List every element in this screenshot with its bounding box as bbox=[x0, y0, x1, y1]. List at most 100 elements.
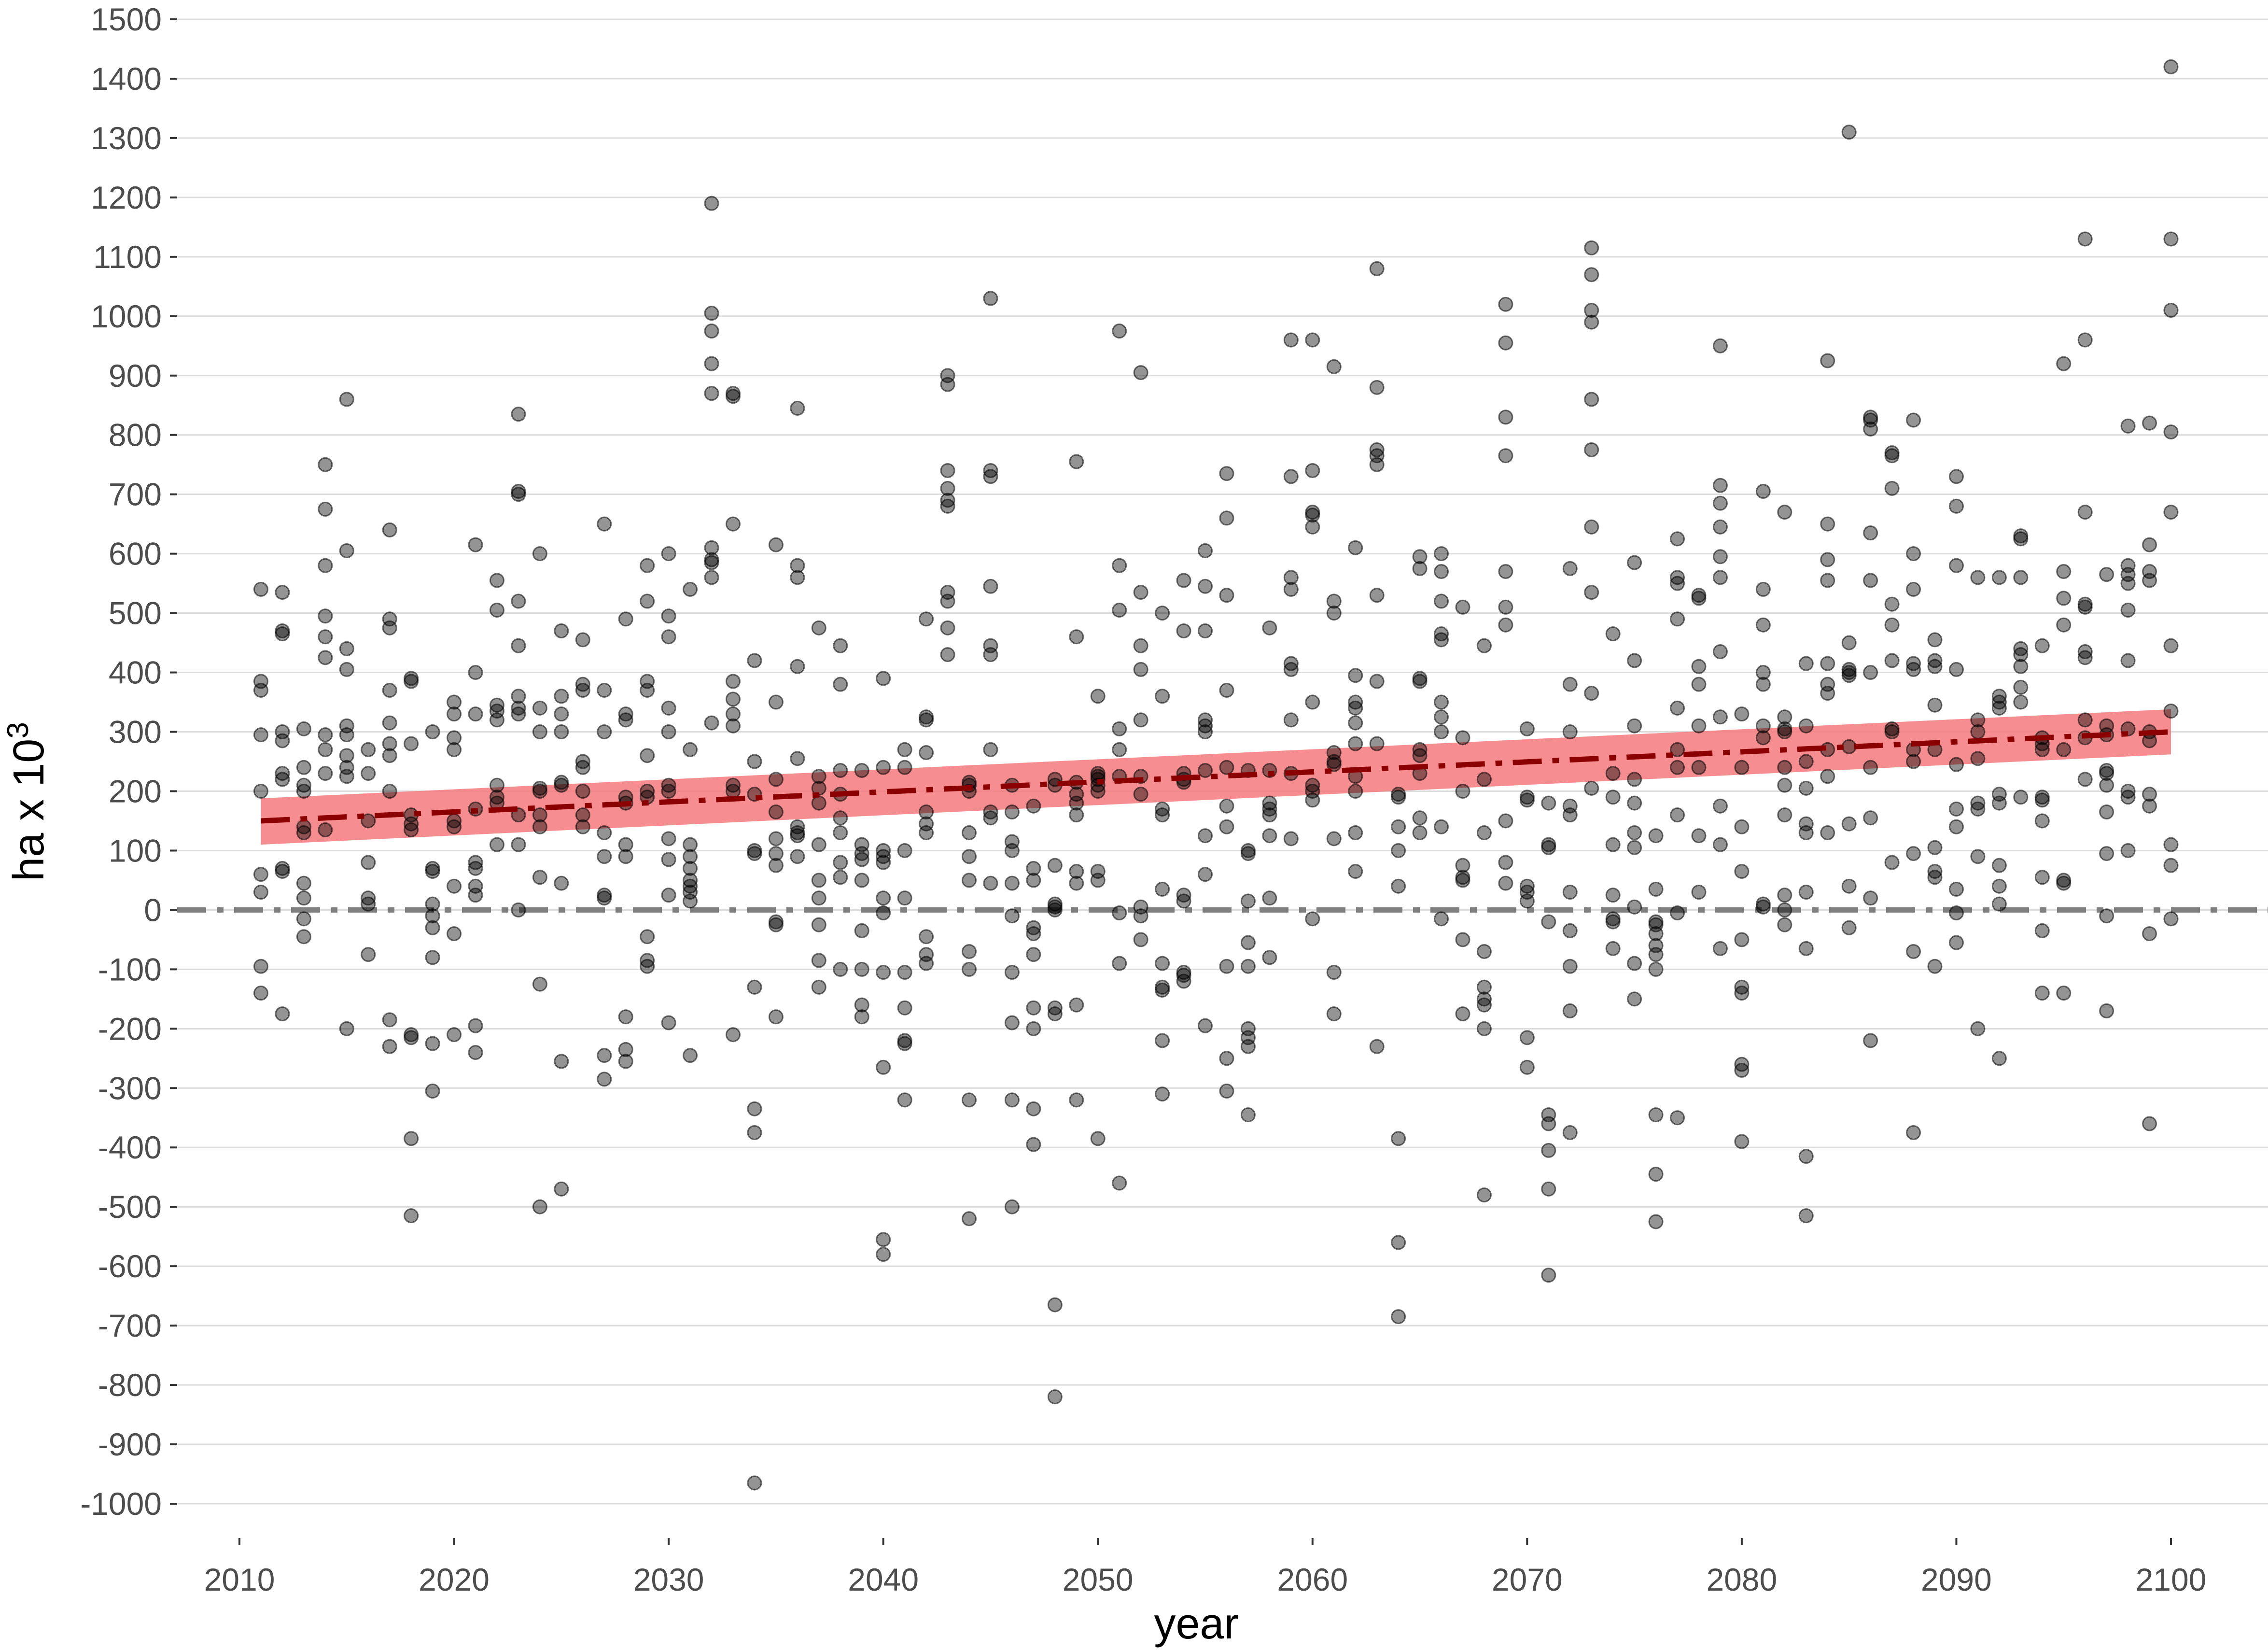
data-point bbox=[296, 783, 311, 799]
data-point bbox=[1863, 525, 1878, 541]
data-point bbox=[790, 558, 805, 573]
data-point bbox=[1755, 581, 1771, 597]
data-point bbox=[1863, 573, 1878, 588]
y-tick-label: 300 bbox=[109, 714, 162, 750]
data-point bbox=[1391, 1131, 1406, 1146]
data-point bbox=[404, 1131, 419, 1146]
data-point bbox=[940, 647, 955, 663]
data-point bbox=[1884, 480, 1900, 496]
data-point bbox=[575, 632, 590, 648]
data-point bbox=[1820, 825, 1835, 841]
data-point bbox=[747, 1475, 762, 1491]
data-point bbox=[1262, 795, 1277, 811]
data-point bbox=[1305, 792, 1320, 808]
data-point bbox=[425, 920, 440, 935]
data-point bbox=[768, 831, 784, 847]
data-point bbox=[1991, 878, 2007, 894]
data-point bbox=[1798, 825, 1814, 841]
data-point bbox=[1112, 1175, 1127, 1191]
data-point bbox=[1841, 878, 1857, 894]
data-point bbox=[1004, 1015, 1020, 1030]
data-point bbox=[296, 875, 311, 891]
data-point bbox=[1498, 599, 1513, 615]
data-point bbox=[1369, 674, 1385, 689]
data-point bbox=[1777, 807, 1792, 823]
data-point bbox=[983, 291, 998, 306]
data-point bbox=[382, 682, 397, 698]
data-point bbox=[1305, 777, 1320, 793]
data-point bbox=[1605, 626, 1621, 642]
data-point bbox=[1670, 1110, 1685, 1126]
data-point bbox=[1133, 712, 1148, 728]
data-point bbox=[1948, 498, 1964, 514]
data-point bbox=[1219, 959, 1234, 974]
data-point bbox=[704, 196, 719, 211]
data-point bbox=[2056, 875, 2072, 891]
data-point bbox=[618, 837, 633, 852]
data-point bbox=[1455, 932, 1470, 947]
data-point bbox=[1541, 914, 1556, 930]
data-point bbox=[1970, 801, 1986, 817]
data-point bbox=[1305, 519, 1320, 535]
data-point bbox=[983, 579, 998, 594]
data-point bbox=[618, 712, 633, 728]
data-point bbox=[1884, 724, 1900, 740]
data-point bbox=[854, 846, 869, 861]
data-point bbox=[725, 389, 741, 404]
data-point bbox=[961, 1092, 977, 1108]
data-point bbox=[683, 873, 698, 888]
data-point bbox=[961, 961, 977, 977]
data-point bbox=[940, 620, 955, 635]
data-point bbox=[1412, 549, 1428, 564]
data-point bbox=[2056, 986, 2072, 1001]
data-point bbox=[1970, 570, 1986, 585]
data-point bbox=[2163, 638, 2179, 653]
data-point bbox=[1948, 662, 1964, 677]
data-point bbox=[2056, 742, 2072, 757]
data-point bbox=[1755, 677, 1771, 692]
data-point bbox=[768, 804, 784, 820]
data-point bbox=[554, 875, 569, 891]
data-point bbox=[1391, 1309, 1406, 1325]
data-point bbox=[661, 629, 676, 645]
data-point bbox=[1734, 932, 1750, 947]
data-point bbox=[318, 457, 333, 472]
data-point bbox=[511, 487, 526, 502]
data-point bbox=[318, 608, 333, 624]
data-point bbox=[1863, 665, 1878, 680]
data-point bbox=[1584, 442, 1599, 457]
data-point bbox=[1777, 917, 1792, 932]
data-point bbox=[1369, 588, 1385, 603]
data-point bbox=[790, 828, 805, 844]
data-point bbox=[897, 965, 912, 980]
data-point bbox=[1198, 623, 1213, 638]
data-point bbox=[2120, 843, 2136, 858]
data-point bbox=[1670, 742, 1685, 757]
data-point bbox=[1584, 392, 1599, 407]
y-tick-label: 700 bbox=[109, 477, 162, 512]
data-point bbox=[618, 1042, 633, 1057]
data-point bbox=[1434, 709, 1449, 725]
data-point bbox=[876, 965, 891, 980]
data-point bbox=[1283, 581, 1299, 597]
data-point bbox=[1176, 968, 1191, 983]
data-point bbox=[1476, 638, 1492, 653]
data-point bbox=[1198, 718, 1213, 734]
data-point bbox=[1863, 810, 1878, 826]
data-point bbox=[554, 1054, 569, 1069]
data-point bbox=[1670, 531, 1685, 547]
data-point bbox=[1283, 332, 1299, 348]
data-point bbox=[339, 727, 354, 743]
data-point bbox=[768, 858, 784, 873]
data-point bbox=[661, 700, 676, 716]
data-point bbox=[1648, 947, 1664, 962]
y-axis-title-text: ha x 10 bbox=[5, 739, 53, 881]
data-point bbox=[1670, 700, 1685, 716]
data-point bbox=[661, 608, 676, 624]
data-point bbox=[1777, 777, 1792, 793]
data-point bbox=[1927, 697, 1943, 713]
data-point bbox=[1841, 816, 1857, 832]
data-point bbox=[1648, 1107, 1664, 1123]
data-point bbox=[940, 498, 955, 514]
data-point bbox=[1348, 783, 1363, 799]
